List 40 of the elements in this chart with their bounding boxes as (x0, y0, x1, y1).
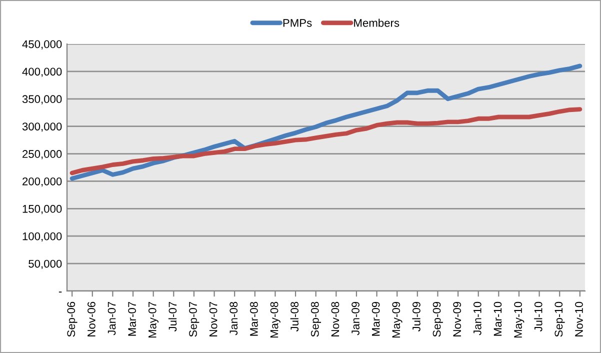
x-tick-label: Jan-09 (352, 302, 360, 336)
y-tick-label: 200,000 (22, 177, 62, 187)
x-tick-label: May-08 (270, 302, 280, 338)
x-tick-label: Jul-08 (290, 302, 299, 332)
x-tick-label: Mar-09 (372, 302, 380, 336)
y-tick-label: 400,000 (22, 68, 62, 77)
x-tick-label: Nov-10 (575, 302, 583, 336)
x-tick-label: Sep-08 (310, 302, 322, 337)
x-tick-label: Mar-07 (128, 302, 136, 336)
y-tick-label: - (58, 292, 62, 293)
x-tick-label: Sep-06 (67, 302, 78, 337)
x-tick-label: Nov-09 (453, 302, 462, 336)
line-series (70, 64, 582, 181)
x-tick-label: May-09 (392, 302, 402, 338)
y-tick-label: 450,000 (22, 40, 62, 50)
x-tick-label: Sep-07 (189, 302, 200, 337)
x-tick-label: Mar-10 (494, 302, 502, 336)
x-tick-label: Jan-08 (230, 302, 238, 336)
x-tick-label: Nov-06 (88, 302, 96, 336)
y-tick-label: 250,000 (22, 150, 62, 160)
x-tick-label: Nov-07 (209, 302, 218, 336)
legend-label: PMPs (283, 19, 312, 27)
x-tick-label: Mar-08 (250, 302, 258, 336)
y-tick-label: 300,000 (22, 122, 62, 132)
x-tick-label: Jul-09 (412, 302, 420, 332)
legend-label: Members (354, 18, 400, 27)
x-tick-label: Sep-09 (432, 302, 443, 337)
y-tick-label: 350,000 (22, 95, 62, 104)
y-tick-label: 150,000 (22, 204, 62, 214)
x-tick-label: Jul-10 (534, 302, 542, 332)
x-tick-label: Nov-08 (331, 302, 340, 336)
line-series (70, 107, 582, 176)
x-tick-label: May-10 (514, 302, 524, 338)
y-tick-label: 50,000 (28, 260, 62, 270)
x-tick-label: Jan-10 (473, 302, 482, 336)
y-tick-label: 100,000 (22, 232, 62, 242)
x-tick-label: Sep-10 (554, 302, 565, 337)
x-tick-label: Jan-07 (108, 302, 116, 336)
x-tick-label: Jul-07 (168, 302, 177, 332)
x-tick-label: May-07 (148, 302, 159, 338)
